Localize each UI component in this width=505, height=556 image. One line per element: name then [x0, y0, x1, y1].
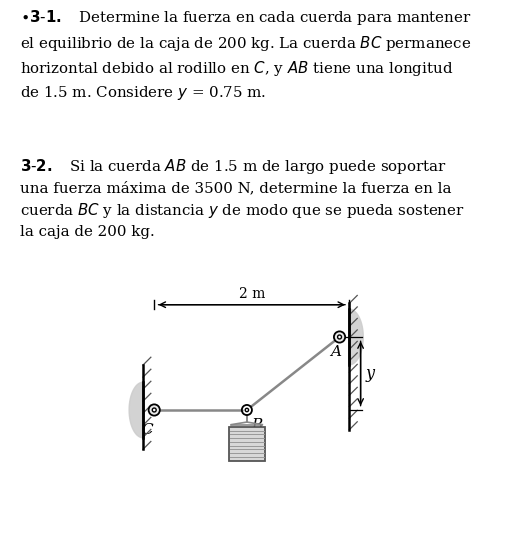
Text: $\bullet$$\mathbf{3\text{-}1.}$   Determine la fuerza en cada cuerda para manten: $\bullet$$\mathbf{3\text{-}1.}$ Determin…	[20, 8, 472, 102]
Text: B: B	[251, 418, 262, 432]
Circle shape	[153, 408, 156, 412]
Polygon shape	[349, 309, 363, 365]
Circle shape	[337, 335, 341, 339]
Text: C: C	[141, 423, 153, 436]
Circle shape	[245, 408, 248, 411]
Circle shape	[148, 404, 160, 415]
Text: $\mathbf{3\text{-}2.}$   Si la cuerda $AB$ de 1.5 m de largo puede soportar
una : $\mathbf{3\text{-}2.}$ Si la cuerda $AB$…	[20, 157, 465, 240]
Circle shape	[334, 331, 345, 342]
Text: y: y	[366, 365, 375, 382]
Text: 2 m: 2 m	[238, 287, 265, 301]
FancyBboxPatch shape	[229, 427, 265, 460]
Text: A: A	[330, 345, 341, 359]
Polygon shape	[129, 382, 143, 438]
